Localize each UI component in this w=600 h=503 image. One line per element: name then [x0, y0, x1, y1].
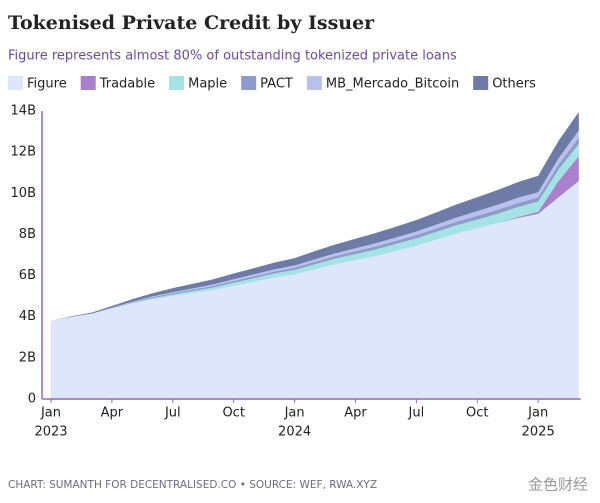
x-tick-label: Jul: [164, 406, 181, 421]
legend-label: Tradable: [99, 77, 155, 92]
legend: Figure Tradable Maple PACT MB_Mercado_Bitcoi…: [8, 76, 536, 92]
x-tick-label: Jan: [40, 406, 61, 421]
x-tick-label: Oct: [466, 406, 488, 421]
source-note: CHART: SUMANTH FOR DECENTRALISED.CO • SO…: [8, 479, 377, 491]
watermark: 金色财经: [528, 476, 588, 494]
legend-swatch: [80, 76, 96, 90]
area: [51, 180, 579, 399]
legend-swatch: [306, 76, 322, 90]
y-tick-label: 8B: [19, 227, 36, 242]
y-tick-label: 2B: [19, 350, 36, 365]
y-tick-label: 0: [28, 392, 36, 407]
legend-label: Maple: [188, 77, 227, 92]
legend-label: Figure: [27, 77, 67, 92]
y-tick-label: 14B: [11, 104, 36, 119]
chart-subtitle: Figure represents almost 80% of outstand…: [8, 49, 457, 64]
x-year-label: 2023: [34, 425, 67, 440]
x-tick-label: Jul: [408, 406, 425, 421]
x-year-label: 2025: [522, 425, 555, 440]
y-tick-label: 6B: [19, 268, 36, 283]
y-tick-label: 12B: [11, 145, 36, 160]
x-year-label: 2024: [278, 425, 311, 440]
legend-label: PACT: [260, 77, 293, 92]
legend-swatch: [241, 76, 257, 90]
y-tick-label: 10B: [11, 186, 36, 201]
legend-swatch: [473, 76, 489, 90]
plot-area: 0 2B 4B 6B 8B 10B 12B 14B Jan Apr Jul Oct Jan Apr Jul O…: [11, 104, 581, 440]
legend-label: MB_Mercado_Bitcoin: [326, 77, 459, 92]
x-tick-label: Jan: [284, 406, 305, 421]
x-tick-label: Jan: [527, 406, 548, 421]
y-tick-label: 4B: [19, 309, 36, 324]
x-tick-label: Oct: [222, 406, 244, 421]
x-tick-label: Apr: [101, 406, 124, 421]
legend-label: Others: [492, 77, 536, 92]
legend-swatch: [169, 76, 185, 90]
x-tick-label: Apr: [344, 406, 367, 421]
chart-title: Tokenised Private Credit by Issuer: [8, 12, 375, 34]
legend-swatch: [8, 76, 23, 90]
